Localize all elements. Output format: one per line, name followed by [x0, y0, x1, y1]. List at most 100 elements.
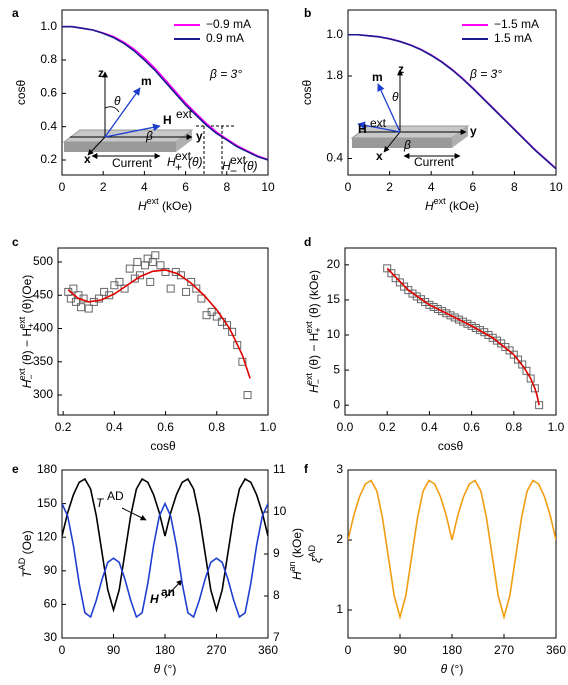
label-part: (Oe) [20, 530, 34, 557]
y-tick-label: 350 [33, 354, 53, 368]
annotation: ext [175, 149, 192, 163]
x-tick-label: 0 [345, 180, 352, 194]
y-tick-label: 120 [37, 529, 57, 543]
annotation: θ [114, 94, 121, 108]
marker [446, 311, 455, 320]
marker [412, 292, 421, 301]
data-line [62, 477, 268, 613]
label-part: ξ [310, 557, 324, 563]
annotation: H [150, 592, 159, 606]
plot-frame [57, 247, 269, 416]
label-part: ext [17, 316, 27, 329]
marker [467, 321, 476, 330]
x-tick-label: 270 [206, 643, 226, 657]
y-tick-label: 0.4 [40, 119, 57, 133]
x-tick-label: 8 [511, 180, 518, 194]
annotation: (θ) [188, 155, 203, 169]
panel-label: c [12, 235, 19, 249]
marker [514, 355, 523, 364]
x-tick-label: 0.2 [379, 420, 396, 434]
legend-label: −1.5 mA [494, 17, 539, 31]
marker [94, 294, 103, 303]
marker [156, 261, 165, 270]
annotation: Current [112, 156, 153, 170]
marker [212, 312, 221, 321]
label-part: ext [17, 368, 27, 381]
marker [197, 294, 206, 303]
label-part: (°) [160, 662, 176, 676]
annotation: H [163, 113, 172, 127]
y-tick-label: 300 [33, 387, 53, 401]
marker [161, 267, 170, 276]
data-line [62, 501, 268, 619]
annotation: x [84, 152, 91, 166]
marker [429, 302, 438, 311]
x-tick-label: 4 [428, 180, 435, 194]
marker [387, 269, 396, 278]
marker [69, 284, 78, 293]
y-tick-label: 450 [33, 287, 53, 301]
x-tick-label: 0.8 [208, 420, 225, 434]
marker [187, 277, 196, 286]
label-part: H [425, 199, 434, 213]
annotation: y [196, 129, 203, 143]
annotation: β = 3° [209, 67, 242, 81]
label-part: − [26, 374, 36, 379]
label-part: ext [434, 196, 447, 206]
y-tick-label: 150 [37, 496, 57, 510]
panel-label: b [304, 6, 311, 20]
annotation: m [372, 70, 383, 84]
y-tick-label: 0.6 [40, 86, 57, 100]
label-part: T [20, 569, 34, 578]
marker [84, 304, 93, 313]
label-part: (kOe) [159, 199, 192, 213]
x-tick-label: 10 [549, 180, 563, 194]
legend-label: 1.5 mA [494, 31, 532, 45]
marker [438, 307, 447, 316]
x-tick-label: 0 [345, 643, 352, 657]
x-tick-label: 8 [223, 180, 230, 194]
y-tick-label: 5 [333, 362, 340, 376]
data-line [62, 25, 268, 161]
y2-tick-label: 9 [273, 546, 280, 560]
y-axis-label: cosθ [14, 80, 28, 106]
annotation: ext [370, 116, 387, 130]
x-tick-label: 90 [393, 643, 407, 657]
annotation: AD [107, 489, 124, 503]
marker [421, 298, 430, 307]
x-tick-label: 360 [258, 643, 278, 657]
annotation: β = 3° [469, 67, 502, 81]
x-tick-label: 1.0 [548, 420, 565, 434]
pointer-arrow [121, 507, 147, 521]
marker [77, 303, 86, 312]
annotation: z [398, 62, 404, 76]
y-tick-label: 1.0 [40, 19, 57, 33]
label-part: + [313, 327, 323, 332]
marker [442, 309, 451, 318]
annotation: (θ) [243, 159, 258, 173]
label-part: (kOe) [446, 199, 479, 213]
marker [233, 341, 242, 350]
legend-label: −0.9 mA [206, 17, 251, 31]
x-tick-label: 90 [107, 643, 121, 657]
label-part: + [26, 323, 36, 328]
x-tick-label: 0 [59, 643, 66, 657]
x-tick-label: 270 [494, 643, 514, 657]
marker [522, 366, 531, 375]
y-tick-label: 0.8 [40, 52, 57, 66]
y2-tick-label: 8 [273, 588, 280, 602]
x-tick-label: 0.6 [157, 420, 174, 434]
x-axis-label: θ (°) [441, 662, 464, 676]
pointer-arrow [164, 579, 183, 599]
legend-label: 0.9 mA [206, 31, 244, 45]
marker [476, 326, 485, 335]
x-axis-label: cosθ [438, 439, 464, 453]
y-tick-label: 60 [44, 597, 58, 611]
inset-diagram-b [350, 69, 470, 159]
annotation: θ [392, 90, 399, 104]
x-tick-label: 0.4 [106, 420, 123, 434]
annotation: m [141, 74, 152, 88]
plot-frame [61, 469, 269, 639]
marker [115, 277, 124, 286]
